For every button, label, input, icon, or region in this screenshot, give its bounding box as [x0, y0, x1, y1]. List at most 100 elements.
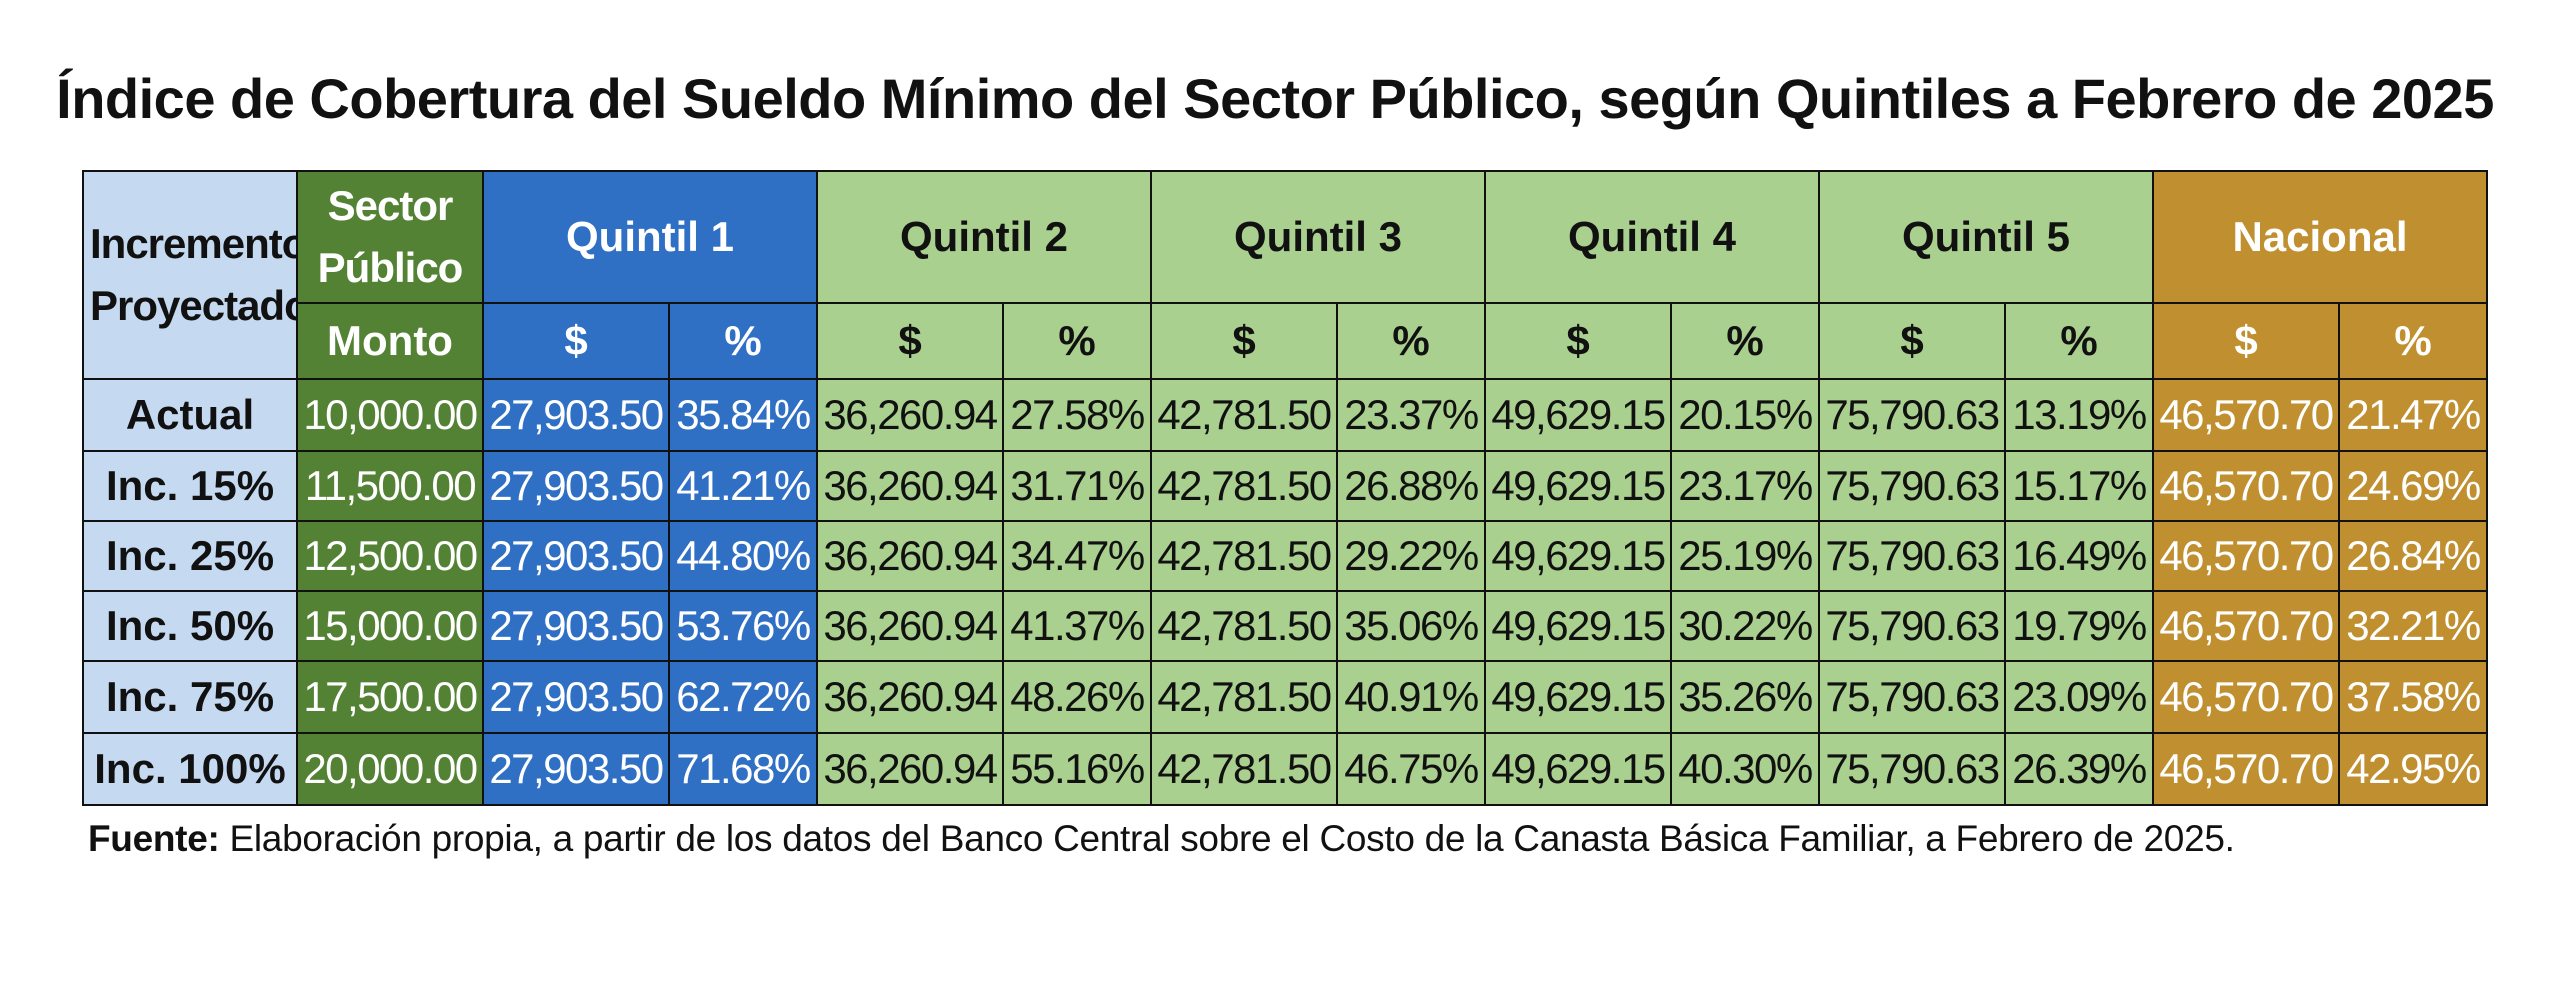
- cell-q3-pct: 35.06%: [1336, 590, 1486, 662]
- cell-q3-money: 42,781.50: [1150, 660, 1338, 734]
- header-nacional-money: $: [2152, 302, 2340, 380]
- cell-nacional-pct: 42.95%: [2338, 732, 2488, 806]
- header-q5-money: $: [1818, 302, 2006, 380]
- cell-q1-pct: 71.68%: [668, 732, 818, 806]
- cell-q1-pct: 35.84%: [668, 378, 818, 452]
- cell-q5-money: 75,790.63: [1818, 732, 2006, 806]
- header-q4-money: $: [1484, 302, 1672, 380]
- cell-q2-money: 36,260.94: [816, 590, 1004, 662]
- row-label: Inc. 75%: [82, 660, 298, 734]
- cell-q4-money: 49,629.15: [1484, 520, 1672, 592]
- cell-q4-money: 49,629.15: [1484, 732, 1672, 806]
- row-label: Inc. 100%: [82, 732, 298, 806]
- header-q3-pct: %: [1336, 302, 1486, 380]
- cell-q1-money: 27,903.50: [482, 520, 670, 592]
- cell-q5-pct: 16.49%: [2004, 520, 2154, 592]
- cell-q1-pct: 53.76%: [668, 590, 818, 662]
- cell-q5-pct: 15.17%: [2004, 450, 2154, 522]
- table-row: Inc. 100% 20,000.00 27,903.50 71.68% 36,260.…: [82, 732, 2488, 806]
- cell-q4-pct: 23.17%: [1670, 450, 1820, 522]
- cell-q3-pct: 23.37%: [1336, 378, 1486, 452]
- cell-q2-pct: 41.37%: [1002, 590, 1152, 662]
- cell-monto: 10,000.00: [296, 378, 484, 452]
- source-note-text: Elaboración propia, a partir de los dato…: [219, 818, 2235, 859]
- cell-monto: 15,000.00: [296, 590, 484, 662]
- header-q2-money: $: [816, 302, 1004, 380]
- cell-q1-pct: 44.80%: [668, 520, 818, 592]
- cell-nacional-pct: 37.58%: [2338, 660, 2488, 734]
- cell-q2-money: 36,260.94: [816, 660, 1004, 734]
- cell-q4-money: 49,629.15: [1484, 590, 1672, 662]
- cell-q5-money: 75,790.63: [1818, 520, 2006, 592]
- header-q4-pct: %: [1670, 302, 1820, 380]
- cell-q3-money: 42,781.50: [1150, 590, 1338, 662]
- cell-q3-money: 42,781.50: [1150, 520, 1338, 592]
- cell-nacional-pct: 26.84%: [2338, 520, 2488, 592]
- cell-q2-pct: 31.71%: [1002, 450, 1152, 522]
- cell-q4-pct: 20.15%: [1670, 378, 1820, 452]
- cell-q2-money: 36,260.94: [816, 520, 1004, 592]
- cell-nacional-pct: 24.69%: [2338, 450, 2488, 522]
- header-sector-publico: Sector Público: [296, 170, 484, 304]
- table-title: Índice de Cobertura del Sueldo Mínimo de…: [56, 67, 2494, 130]
- header-monto: Monto: [296, 302, 484, 380]
- cell-q3-pct: 40.91%: [1336, 660, 1486, 734]
- header-q3-money: $: [1150, 302, 1338, 380]
- cell-nacional-pct: 21.47%: [2338, 378, 2488, 452]
- cell-q2-money: 36,260.94: [816, 732, 1004, 806]
- cell-q5-pct: 19.79%: [2004, 590, 2154, 662]
- cell-monto: 17,500.00: [296, 660, 484, 734]
- header-nacional-pct: %: [2338, 302, 2488, 380]
- header-nacional: Nacional: [2152, 170, 2488, 304]
- cell-q1-money: 27,903.50: [482, 660, 670, 734]
- header-q1-pct: %: [668, 302, 818, 380]
- cell-q1-pct: 41.21%: [668, 450, 818, 522]
- header-q1-money: $: [482, 302, 670, 380]
- cell-q5-money: 75,790.63: [1818, 590, 2006, 662]
- cell-q1-money: 27,903.50: [482, 378, 670, 452]
- cell-q4-money: 49,629.15: [1484, 660, 1672, 734]
- cell-q4-money: 49,629.15: [1484, 450, 1672, 522]
- header-q2-pct: %: [1002, 302, 1152, 380]
- row-label: Inc. 50%: [82, 590, 298, 662]
- header-quintil-3: Quintil 3: [1150, 170, 1486, 304]
- source-note: Fuente: Elaboración propia, a partir de …: [88, 818, 2235, 860]
- table-row: Inc. 50% 15,000.00 27,903.50 53.76% 36,260.9…: [82, 590, 2488, 662]
- cell-q2-money: 36,260.94: [816, 450, 1004, 522]
- header-sector-publico-label: Sector Público: [317, 182, 464, 291]
- cell-q5-money: 75,790.63: [1818, 378, 2006, 452]
- header-quintil-5: Quintil 5: [1818, 170, 2154, 304]
- cell-q1-money: 27,903.50: [482, 590, 670, 662]
- cell-q2-pct: 55.16%: [1002, 732, 1152, 806]
- table-row: Inc. 15% 11,500.00 27,903.50 41.21% 36,260.9…: [82, 450, 2488, 522]
- row-label: Inc. 25%: [82, 520, 298, 592]
- header-q5-pct: %: [2004, 302, 2154, 380]
- cell-nacional-money: 46,570.70: [2152, 732, 2340, 806]
- cell-q4-pct: 30.22%: [1670, 590, 1820, 662]
- cell-q5-pct: 13.19%: [2004, 378, 2154, 452]
- cell-q3-money: 42,781.50: [1150, 732, 1338, 806]
- cell-nacional-money: 46,570.70: [2152, 450, 2340, 522]
- cell-nacional-money: 46,570.70: [2152, 590, 2340, 662]
- cell-q2-pct: 48.26%: [1002, 660, 1152, 734]
- coverage-table: Incremento Proyectado Sector Público Qui…: [82, 170, 2488, 806]
- source-note-label: Fuente:: [88, 818, 220, 859]
- table-row: Inc. 25% 12,500.00 27,903.50 44.80% 36,260.9…: [82, 520, 2488, 592]
- cell-q2-money: 36,260.94: [816, 378, 1004, 452]
- cell-q5-pct: 26.39%: [2004, 732, 2154, 806]
- cell-q5-pct: 23.09%: [2004, 660, 2154, 734]
- cell-q4-money: 49,629.15: [1484, 378, 1672, 452]
- cell-q4-pct: 40.30%: [1670, 732, 1820, 806]
- cell-q3-pct: 29.22%: [1336, 520, 1486, 592]
- cell-nacional-pct: 32.21%: [2338, 590, 2488, 662]
- row-label: Inc. 15%: [82, 450, 298, 522]
- cell-q1-money: 27,903.50: [482, 450, 670, 522]
- header-quintil-1: Quintil 1: [482, 170, 818, 304]
- cell-q1-pct: 62.72%: [668, 660, 818, 734]
- cell-q5-money: 75,790.63: [1818, 450, 2006, 522]
- header-incremento: Incremento Proyectado: [82, 170, 298, 380]
- cell-q3-pct: 26.88%: [1336, 450, 1486, 522]
- table-row: Actual 10,000.00 27,903.50 35.84% 36,260.94 2…: [82, 378, 2488, 452]
- cell-nacional-money: 46,570.70: [2152, 520, 2340, 592]
- row-label: Actual: [82, 378, 298, 452]
